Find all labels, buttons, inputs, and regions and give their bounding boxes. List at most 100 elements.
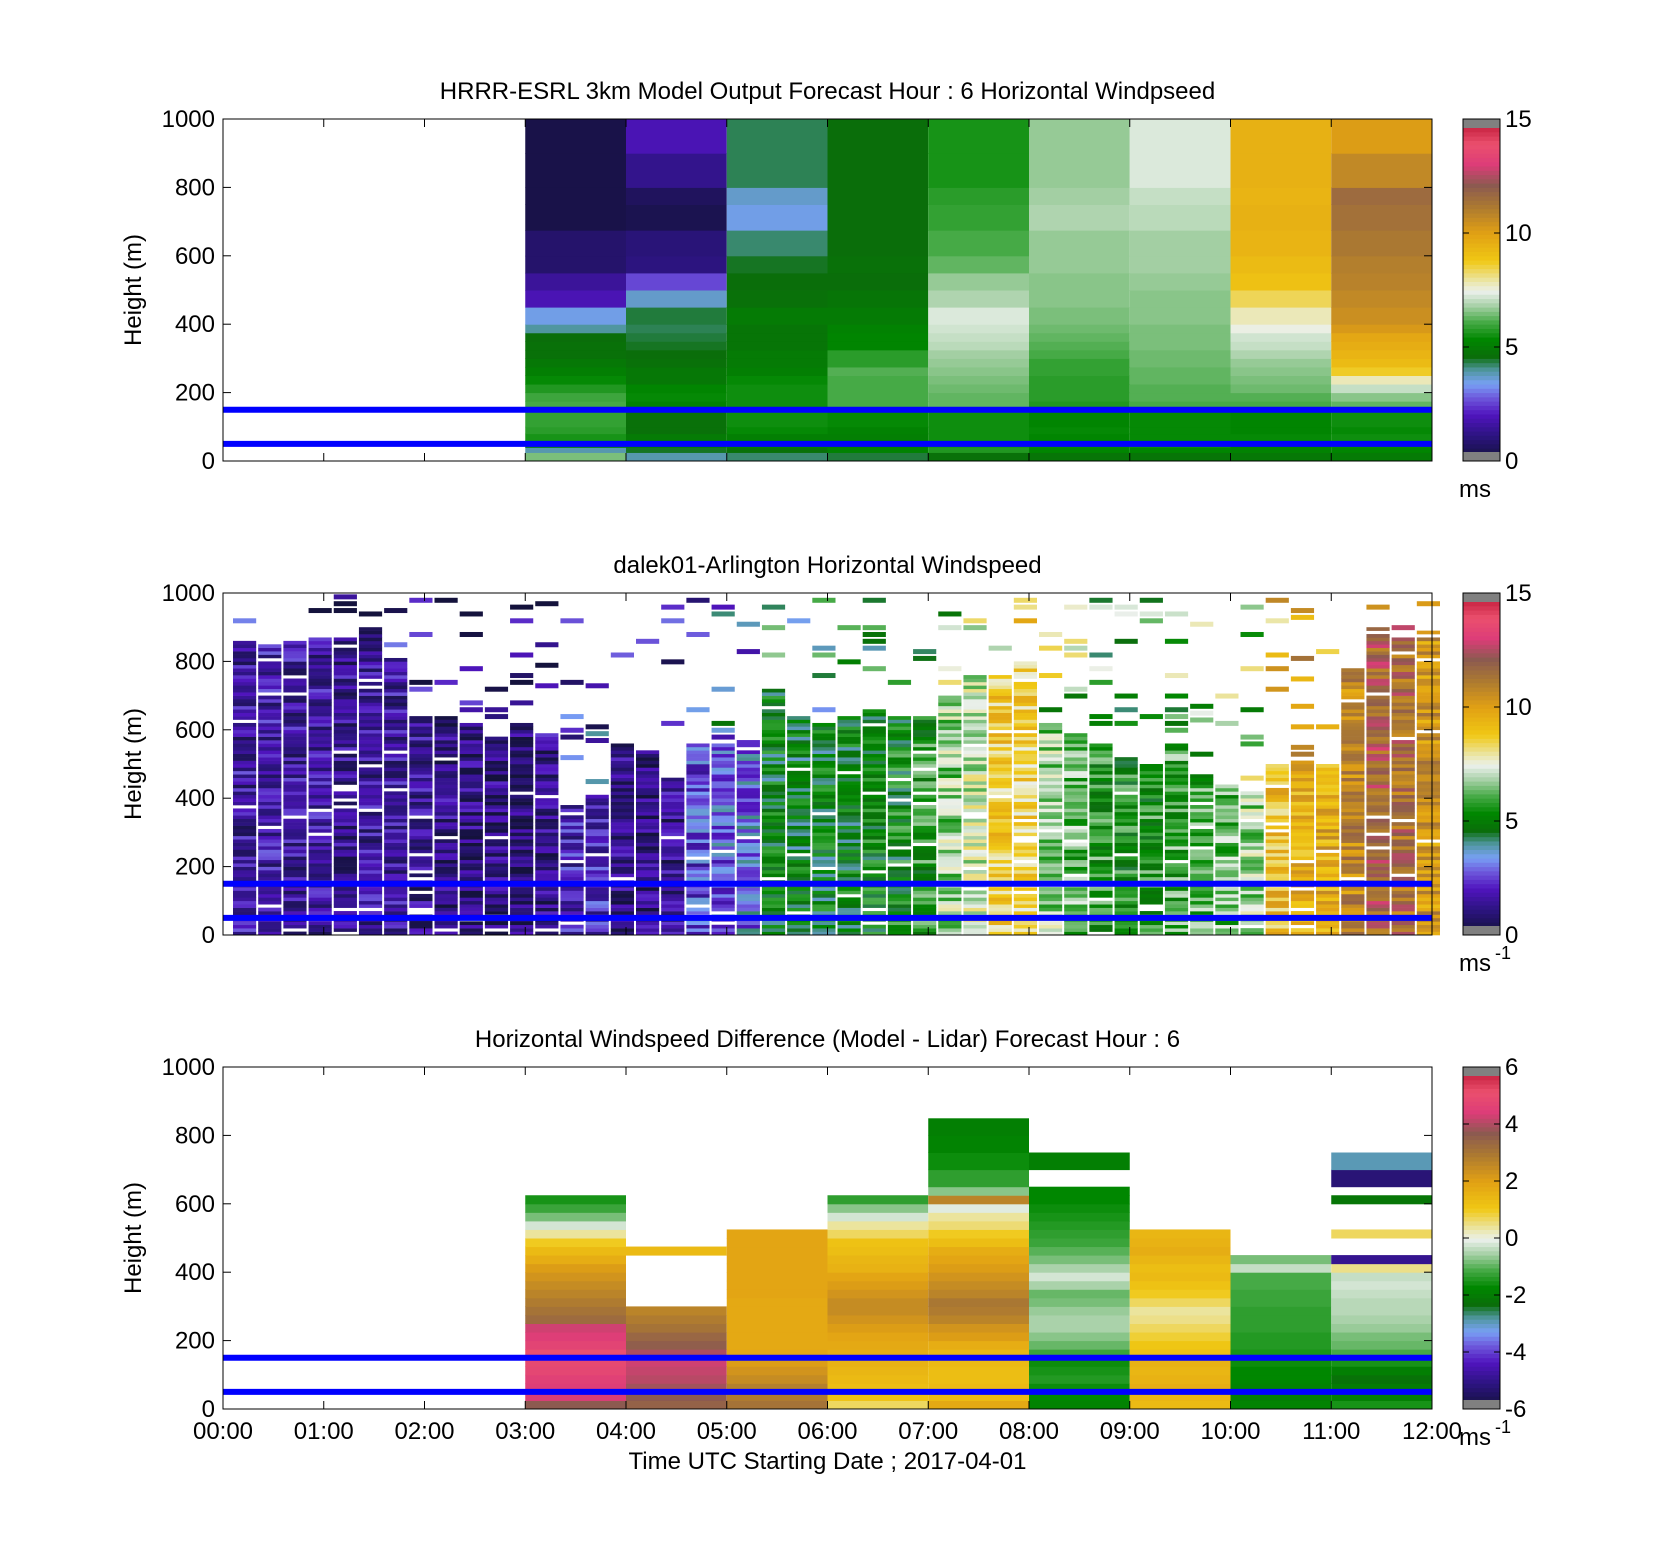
heatmap-cell <box>258 767 282 772</box>
heatmap-cell <box>862 625 886 631</box>
heatmap-cell <box>887 781 912 785</box>
heatmap-cell <box>636 794 660 799</box>
heatmap-cell <box>1164 693 1189 699</box>
heatmap-cell <box>636 852 660 857</box>
heatmap-cell <box>333 709 357 713</box>
heatmap-cell <box>610 652 634 658</box>
heatmap-cell <box>358 822 383 826</box>
heatmap-cell <box>862 712 886 717</box>
heatmap-cell <box>1215 801 1239 806</box>
heatmap-cell <box>1316 805 1340 809</box>
heatmap-cell <box>761 753 786 758</box>
heatmap-cell <box>1341 866 1365 871</box>
heatmap-cell <box>610 846 634 850</box>
heatmap-cell <box>1064 924 1088 929</box>
heatmap-cell <box>283 664 307 669</box>
heatmap-cell <box>1265 900 1289 905</box>
heatmap-cell <box>862 733 886 737</box>
heatmap-cell <box>459 839 483 843</box>
heatmap-cell <box>1331 409 1432 428</box>
heatmap-cell <box>1416 740 1440 744</box>
heatmap-cell <box>1039 808 1063 813</box>
heatmap-cell <box>233 887 257 891</box>
heatmap-cell <box>384 856 408 861</box>
heatmap-cell <box>1240 842 1264 847</box>
heatmap-cell <box>1391 757 1415 761</box>
heatmap-cell <box>358 774 383 778</box>
heatmap-cell <box>787 791 811 796</box>
colorbar-segment <box>1463 1096 1500 1102</box>
heatmap-cell <box>1391 681 1415 686</box>
heatmap-cell <box>1013 781 1037 785</box>
heatmap-cell <box>928 272 1029 291</box>
heatmap-cell <box>1341 757 1365 761</box>
heatmap-cell <box>484 900 509 905</box>
heatmap-cell <box>1290 794 1315 799</box>
heatmap-cell <box>308 777 332 782</box>
heatmap-cell <box>1129 1357 1231 1367</box>
heatmap-cell <box>938 760 962 765</box>
heatmap-cell <box>535 781 559 785</box>
heatmap-cell <box>661 904 685 908</box>
heatmap-cell <box>1230 384 1332 394</box>
heatmap-cell <box>787 907 811 912</box>
heatmap-cell <box>535 887 559 891</box>
colorbar-segment <box>1463 439 1500 445</box>
heatmap-cell <box>1416 637 1440 642</box>
heatmap-cell <box>1416 716 1440 720</box>
heatmap-cell <box>1114 811 1138 816</box>
colorbar-segment <box>1463 384 1500 389</box>
heatmap-cell <box>761 781 786 785</box>
heatmap-cell <box>1331 153 1432 188</box>
heatmap-cell <box>963 787 987 792</box>
heatmap-cell <box>1341 815 1365 820</box>
heatmap-cell <box>1129 452 1231 462</box>
heatmap-cell <box>434 828 458 833</box>
heatmap-cell <box>535 743 559 748</box>
heatmap-cell <box>610 825 634 830</box>
heatmap-cell <box>686 757 710 761</box>
heatmap-cell <box>726 204 828 231</box>
colorbar-tick-label: 0 <box>1505 448 1518 475</box>
heatmap-cell <box>1265 801 1289 806</box>
heatmap-cell <box>827 290 929 308</box>
heatmap-cell <box>610 866 634 871</box>
heatmap-cell <box>1039 887 1063 891</box>
heatmap-cell <box>283 842 307 847</box>
heatmap-cell <box>1391 897 1415 902</box>
heatmap-cell <box>484 839 509 843</box>
colorbar-segment <box>1463 354 1500 359</box>
colorbar-segment <box>1463 345 1500 351</box>
heatmap-cell <box>1190 866 1214 871</box>
heatmap-cell <box>1029 1246 1130 1256</box>
heatmap-cell <box>636 859 660 864</box>
heatmap-cell <box>913 787 937 792</box>
heatmap-cell <box>484 774 509 778</box>
heatmap-cell <box>1089 791 1113 796</box>
colorbar-segment <box>1463 1353 1500 1359</box>
colorbar-segment <box>1463 1190 1500 1196</box>
heatmap-cell <box>1013 805 1037 809</box>
heatmap-cell <box>711 928 735 932</box>
heatmap-cell <box>1366 705 1390 710</box>
heatmap-cell <box>358 835 383 840</box>
heatmap-cell <box>726 230 828 257</box>
colorbar-tick-label: 10 <box>1505 220 1532 247</box>
heatmap-cell <box>1089 714 1113 720</box>
heatmap-cell <box>1230 1391 1332 1401</box>
heatmap-cell <box>585 832 609 837</box>
heatmap-cell <box>1341 835 1365 840</box>
heatmap-cell <box>938 856 962 861</box>
heatmap-cell <box>1013 931 1037 936</box>
heatmap-cell <box>308 668 332 672</box>
heatmap-cell <box>988 870 1012 874</box>
heatmap-cell <box>434 808 458 813</box>
heatmap-cell <box>938 825 962 830</box>
heatmap-cell <box>1316 856 1340 861</box>
heatmap-cell <box>233 647 257 652</box>
heatmap-cell <box>1164 805 1189 809</box>
colorbar-segment <box>1463 768 1500 774</box>
heatmap-cell <box>827 1323 929 1333</box>
heatmap-cell <box>525 1400 626 1410</box>
